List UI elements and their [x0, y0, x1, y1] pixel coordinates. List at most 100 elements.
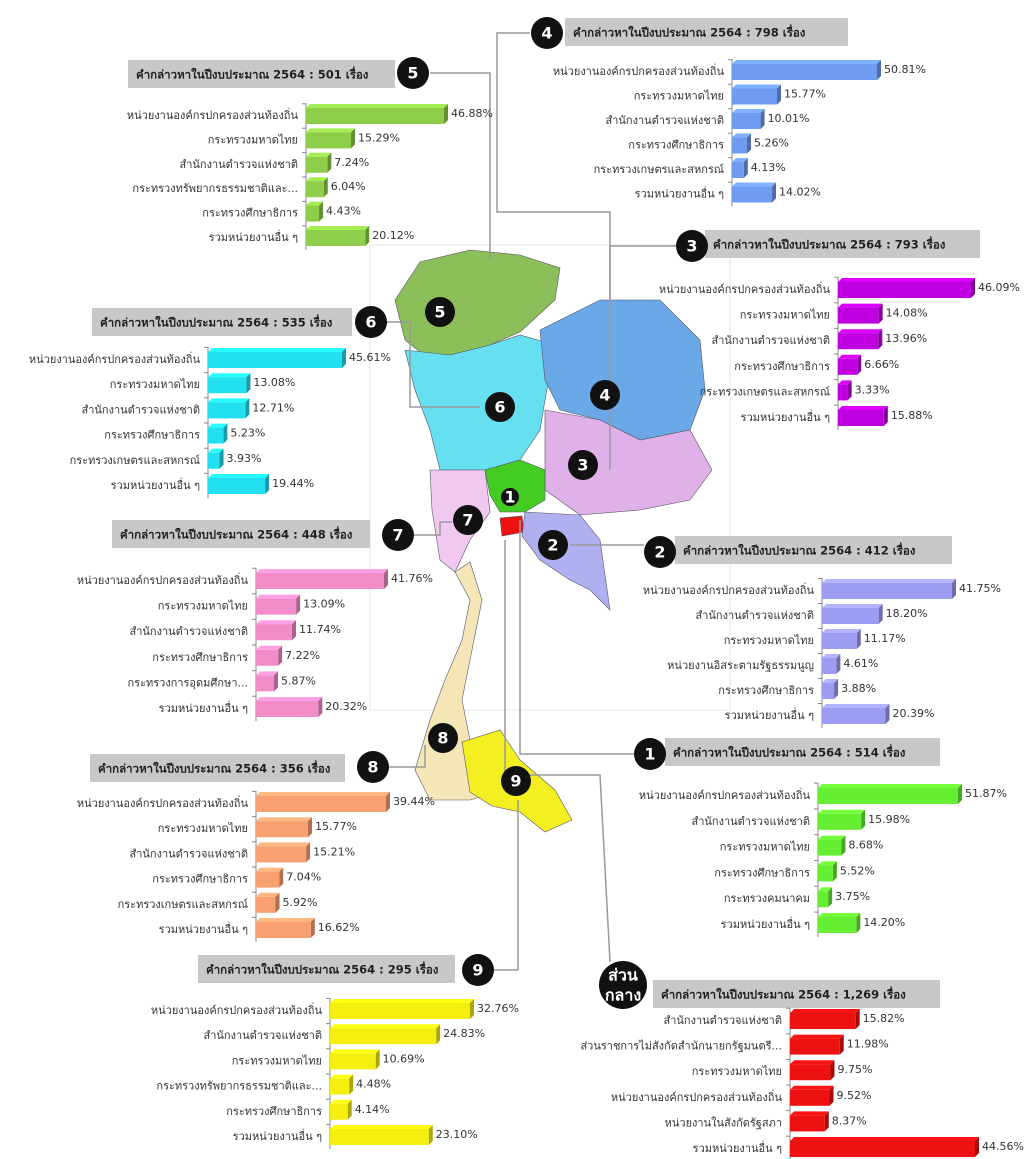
bar-top: [818, 784, 962, 788]
chart-title: คำกล่าวหาในปีงบประมาณ 2564 : 798 เรื่อง: [573, 24, 806, 40]
value-label: 18.20%: [886, 607, 928, 620]
bar-side: [349, 1074, 354, 1095]
value-label: 15.29%: [358, 131, 400, 144]
category-label: กระทรวงทรัพยากรธรรมชาติและ...: [132, 182, 298, 195]
bar-side: [342, 348, 346, 368]
category-label: กระทรวงศึกษาธิการ: [152, 651, 248, 664]
bar: [306, 230, 366, 246]
value-label: 46.88%: [451, 107, 493, 120]
value-label: 6.04%: [331, 180, 366, 193]
category-label: รวมหน่วยงานอื่น ๆ: [233, 1128, 322, 1143]
category-label: หน่วยงานองค์กรปกครองส่วนท้องถิ่น: [639, 787, 811, 802]
bar-side: [878, 604, 883, 624]
badge-label: ส่วน: [608, 966, 638, 985]
bar-side: [958, 784, 962, 804]
bar-top: [256, 792, 390, 796]
bar-chart: คำกล่าวหาในปีงบประมาณ 2564 : 412 เรื่อง 2…: [643, 536, 1001, 728]
value-label: 51.87%: [965, 787, 1007, 800]
bar-side: [319, 201, 324, 222]
bar-top: [732, 133, 752, 138]
category-label: สำนักงานตำรวจแห่งชาติ: [692, 815, 811, 828]
category-label: สำนักงานตำรวจแห่งชาติ: [664, 1014, 783, 1027]
map-badge: [538, 530, 568, 560]
bar-side: [747, 133, 752, 154]
category-label: สำนักงานตำรวจแห่งชาติ: [82, 403, 201, 416]
bar: [330, 1053, 376, 1070]
category-label: หน่วยงานองค์กรปกครองส่วนท้องถิ่น: [29, 351, 201, 366]
bar-side: [291, 620, 296, 641]
value-label: 7.24%: [334, 156, 369, 169]
value-label: 5.52%: [840, 864, 875, 877]
bar-top: [790, 1060, 835, 1065]
value-label: 10.69%: [383, 1052, 425, 1065]
bar-top: [256, 867, 284, 872]
category-label: หน่วยงานองค์กรปกครองส่วนท้องถิ่น: [611, 1089, 783, 1104]
bar-side: [386, 792, 390, 812]
map-badge: [428, 723, 458, 753]
bar-top: [306, 177, 328, 182]
bar-chart: คำกล่าวหาในปีงบประมาณ 2564 : 535 เรื่อง 6…: [29, 306, 391, 498]
bar-side: [275, 892, 280, 913]
bar-side: [307, 817, 312, 838]
value-label: 12.71%: [252, 401, 294, 414]
bar-top: [256, 817, 312, 822]
category-label: สำนักงานตำรวจแห่งชาติ: [130, 625, 249, 638]
value-label: 15.21%: [313, 845, 355, 858]
value-label: 14.20%: [863, 916, 905, 929]
bar-side: [760, 109, 765, 129]
connector: [414, 521, 452, 536]
bar: [822, 683, 835, 699]
bar-side: [856, 913, 861, 933]
chart-title: คำกล่าวหาในปีงบประมาณ 2564 : 535 เรื่อง: [100, 314, 333, 330]
category-label: สำนักงานตำรวจแห่งชาติ: [696, 609, 815, 622]
bar-top: [256, 842, 311, 847]
bar-side: [772, 182, 777, 203]
bar: [818, 788, 958, 804]
map-badge: [485, 392, 515, 422]
category-label: หน่วยงานองค์กรปกครองส่วนท้องถิ่น: [77, 795, 249, 810]
region-badge: [382, 519, 414, 551]
bar-top: [330, 1099, 352, 1104]
chart-title: คำกล่าวหาในปีงบประมาณ 2564 : 1,269 เรื่อ…: [661, 986, 906, 1002]
category-label: กระทรวงเกษตรและสหกรณ์: [594, 163, 724, 176]
chart-title: คำกล่าวหาในปีงบประมาณ 2564 : 514 เรื่อง: [673, 744, 906, 760]
header-box: [128, 60, 395, 88]
bar-top: [838, 354, 862, 359]
region-1: [484, 459, 546, 513]
bar: [838, 307, 879, 324]
bar: [732, 88, 778, 105]
chart-title: คำกล่าวหาในปีงบประมาณ 2564 : 793 เรื่อง: [713, 236, 946, 252]
map-frame: [369, 244, 731, 711]
value-label: 11.74%: [299, 623, 341, 636]
value-label: 5.92%: [283, 896, 318, 909]
bar-side: [855, 1009, 860, 1029]
bar-side: [878, 329, 883, 350]
bar-top: [790, 1009, 860, 1013]
map-badge: [590, 380, 620, 410]
badge-label: 2: [654, 543, 665, 562]
bar: [732, 186, 773, 203]
bar-side: [306, 842, 311, 863]
category-label: กระทรวงมหาดไทย: [158, 600, 248, 613]
category-label: หน่วยงานองค์กรปกครองส่วนท้องถิ่น: [151, 1002, 323, 1017]
bar: [732, 137, 748, 154]
chart-title: คำกล่าวหาในปีงบประมาณ 2564 : 356 เรื่อง: [98, 760, 331, 776]
bar-chart: คำกล่าวหาในปีงบประมาณ 2564 : 793 เรื่อง 3…: [659, 230, 1020, 430]
bar: [790, 1038, 840, 1055]
bar: [838, 282, 971, 298]
bar-side: [856, 629, 861, 649]
category-label: กระทรวงศึกษาธิการ: [628, 139, 724, 152]
bar: [790, 1115, 825, 1132]
bar-top: [256, 569, 388, 573]
header-box: [665, 738, 940, 766]
value-label: 5.23%: [230, 427, 265, 440]
value-label: 8.68%: [848, 839, 883, 852]
header-box: [198, 955, 455, 983]
map-label: 6: [494, 398, 505, 417]
bar-top: [732, 182, 777, 187]
bar: [306, 181, 324, 198]
map-badge: [453, 505, 483, 535]
category-label: กระทรวงการอุดมศึกษา...: [128, 676, 249, 689]
region-3: [544, 409, 713, 516]
map-label: 3: [577, 456, 588, 475]
